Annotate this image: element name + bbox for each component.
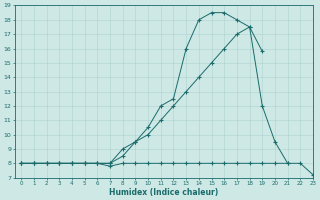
X-axis label: Humidex (Indice chaleur): Humidex (Indice chaleur) [109,188,219,197]
